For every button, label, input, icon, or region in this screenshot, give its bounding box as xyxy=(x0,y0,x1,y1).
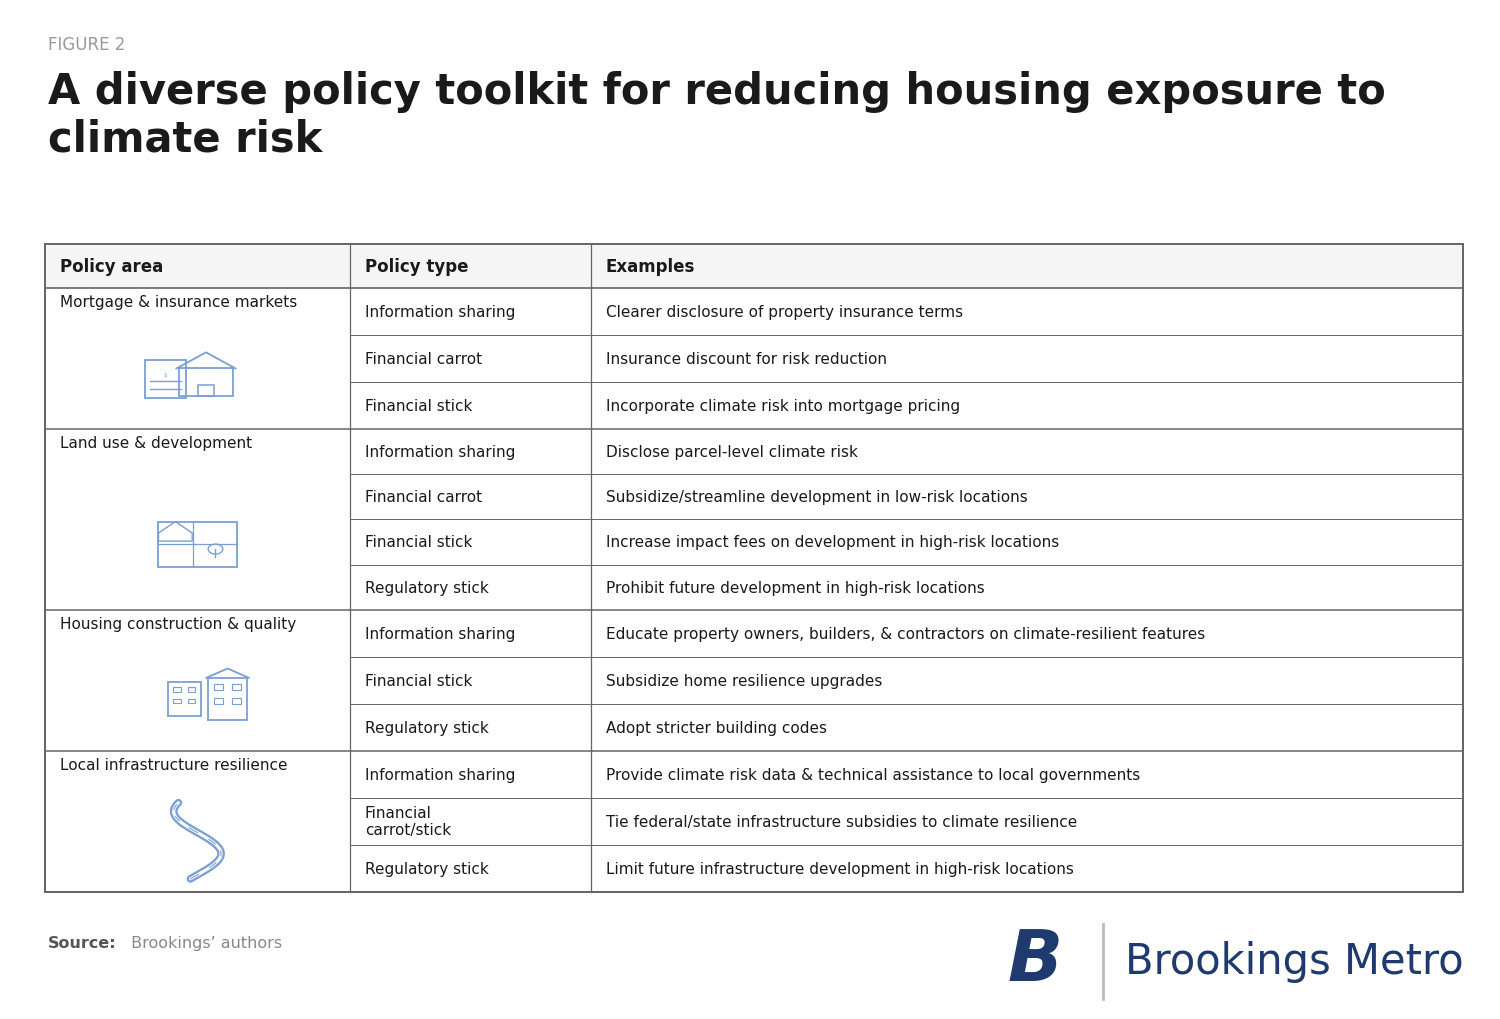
Text: Subsidize/streamline development in low-risk locations: Subsidize/streamline development in low-… xyxy=(606,489,1028,504)
Bar xyxy=(209,679,248,720)
Text: FIGURE 2: FIGURE 2 xyxy=(48,36,126,54)
Bar xyxy=(45,245,1462,892)
Text: Brookings Metro: Brookings Metro xyxy=(1125,940,1464,982)
Text: Regulatory stick: Regulatory stick xyxy=(364,861,489,875)
Text: Financial carrot: Financial carrot xyxy=(364,489,482,504)
Text: Financial stick: Financial stick xyxy=(364,398,472,414)
Text: Clearer disclosure of property insurance terms: Clearer disclosure of property insurance… xyxy=(606,305,963,320)
Text: Brookings’ authors: Brookings’ authors xyxy=(126,935,282,951)
Bar xyxy=(198,386,213,397)
Text: Financial stick: Financial stick xyxy=(364,535,472,550)
Text: Policy area: Policy area xyxy=(60,258,164,275)
Text: Disclose parcel-level climate risk: Disclose parcel-level climate risk xyxy=(606,444,858,460)
Text: Tie federal/state infrastructure subsidies to climate resilience: Tie federal/state infrastructure subsidi… xyxy=(606,814,1077,828)
Bar xyxy=(214,699,223,704)
Text: Information sharing: Information sharing xyxy=(364,626,514,641)
Text: Provide climate risk data & technical assistance to local governments: Provide climate risk data & technical as… xyxy=(606,767,1140,782)
Text: Increase impact fees on development in high-risk locations: Increase impact fees on development in h… xyxy=(606,535,1059,550)
Bar xyxy=(45,245,1462,288)
Text: $: $ xyxy=(164,373,166,378)
Bar xyxy=(45,245,1462,892)
Text: Local infrastructure resilience: Local infrastructure resilience xyxy=(60,757,288,772)
Bar xyxy=(174,688,180,693)
Text: Prohibit future development in high-risk locations: Prohibit future development in high-risk… xyxy=(606,580,984,595)
Bar xyxy=(232,699,240,704)
Bar xyxy=(174,699,180,703)
Text: Financial
carrot/stick: Financial carrot/stick xyxy=(364,805,452,838)
Text: Regulatory stick: Regulatory stick xyxy=(364,580,489,595)
Text: Incorporate climate risk into mortgage pricing: Incorporate climate risk into mortgage p… xyxy=(606,398,960,414)
Text: Policy type: Policy type xyxy=(364,258,468,275)
Text: B: B xyxy=(1008,926,1062,996)
Text: Examples: Examples xyxy=(606,258,694,275)
Text: Land use & development: Land use & development xyxy=(60,435,252,450)
Bar xyxy=(232,685,240,691)
Bar xyxy=(168,683,201,716)
Text: Information sharing: Information sharing xyxy=(364,444,514,460)
Text: Housing construction & quality: Housing construction & quality xyxy=(60,616,296,632)
Bar xyxy=(178,369,232,397)
Bar xyxy=(214,685,223,691)
Text: Educate property owners, builders, & contractors on climate-resilient features: Educate property owners, builders, & con… xyxy=(606,626,1204,641)
Text: Financial carrot: Financial carrot xyxy=(364,352,482,367)
Text: Subsidize home resilience upgrades: Subsidize home resilience upgrades xyxy=(606,674,882,688)
Text: Adopt stricter building codes: Adopt stricter building codes xyxy=(606,720,826,735)
Text: Mortgage & insurance markets: Mortgage & insurance markets xyxy=(60,294,297,310)
Bar xyxy=(158,523,237,568)
Text: Information sharing: Information sharing xyxy=(364,305,514,320)
Text: A diverse policy toolkit for reducing housing exposure to
climate risk: A diverse policy toolkit for reducing ho… xyxy=(48,71,1386,160)
Text: Insurance discount for risk reduction: Insurance discount for risk reduction xyxy=(606,352,886,367)
Text: Information sharing: Information sharing xyxy=(364,767,514,782)
Text: Financial stick: Financial stick xyxy=(364,674,472,688)
Text: Limit future infrastructure development in high-risk locations: Limit future infrastructure development … xyxy=(606,861,1074,875)
Text: Source:: Source: xyxy=(48,935,117,951)
Bar xyxy=(189,688,195,693)
Text: Regulatory stick: Regulatory stick xyxy=(364,720,489,735)
Bar xyxy=(189,699,195,703)
